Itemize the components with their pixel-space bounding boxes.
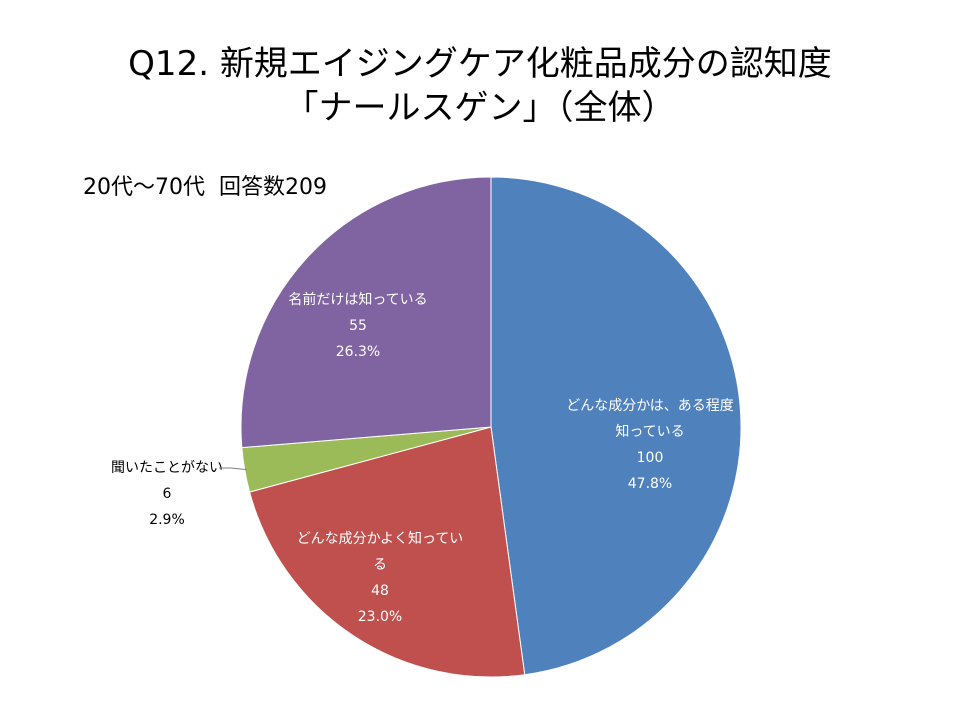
slice-value: 48 <box>371 583 389 599</box>
pie-slice-1 <box>248 426 526 678</box>
slice-label-2: 聞いたことがない 6 2.9% <box>111 460 223 528</box>
slice-value: 6 <box>163 486 172 502</box>
slice-percent: 47.8% <box>628 476 672 492</box>
slice-label-text: どんな成分かよく知ってい <box>297 530 464 547</box>
leader-line <box>219 467 247 471</box>
slice-percent: 26.3% <box>336 344 380 360</box>
slice-value: 55 <box>349 318 367 334</box>
pie-slice-3 <box>240 176 492 449</box>
chart-title-line2: 「ナールスゲン」（全体） <box>284 88 676 128</box>
slice-label-text: 知っている <box>615 423 684 440</box>
chart-title: Q12. 新規エイジングケア化粧品成分の認知度 「ナールスゲン」（全体） <box>0 42 960 130</box>
slice-label-3: 名前だけは知っている 55 26.3% <box>288 291 427 360</box>
pie-slice-0 <box>490 176 742 676</box>
slice-label-text: どんな成分かは、ある程度 <box>566 398 733 414</box>
slice-percent: 2.9% <box>149 512 185 528</box>
slice-label-text: 聞いたことがない <box>111 460 223 476</box>
chart-subtitle: 20代～70代 回答数209 <box>83 175 327 200</box>
chart-title-line1: Q12. 新規エイジングケア化粧品成分の認知度 <box>128 44 832 84</box>
slice-value: 100 <box>637 450 664 466</box>
slice-label-text: 名前だけは知っている <box>288 291 427 308</box>
slice-label-text: る <box>373 557 387 573</box>
slice-percent: 23.0% <box>358 609 402 625</box>
